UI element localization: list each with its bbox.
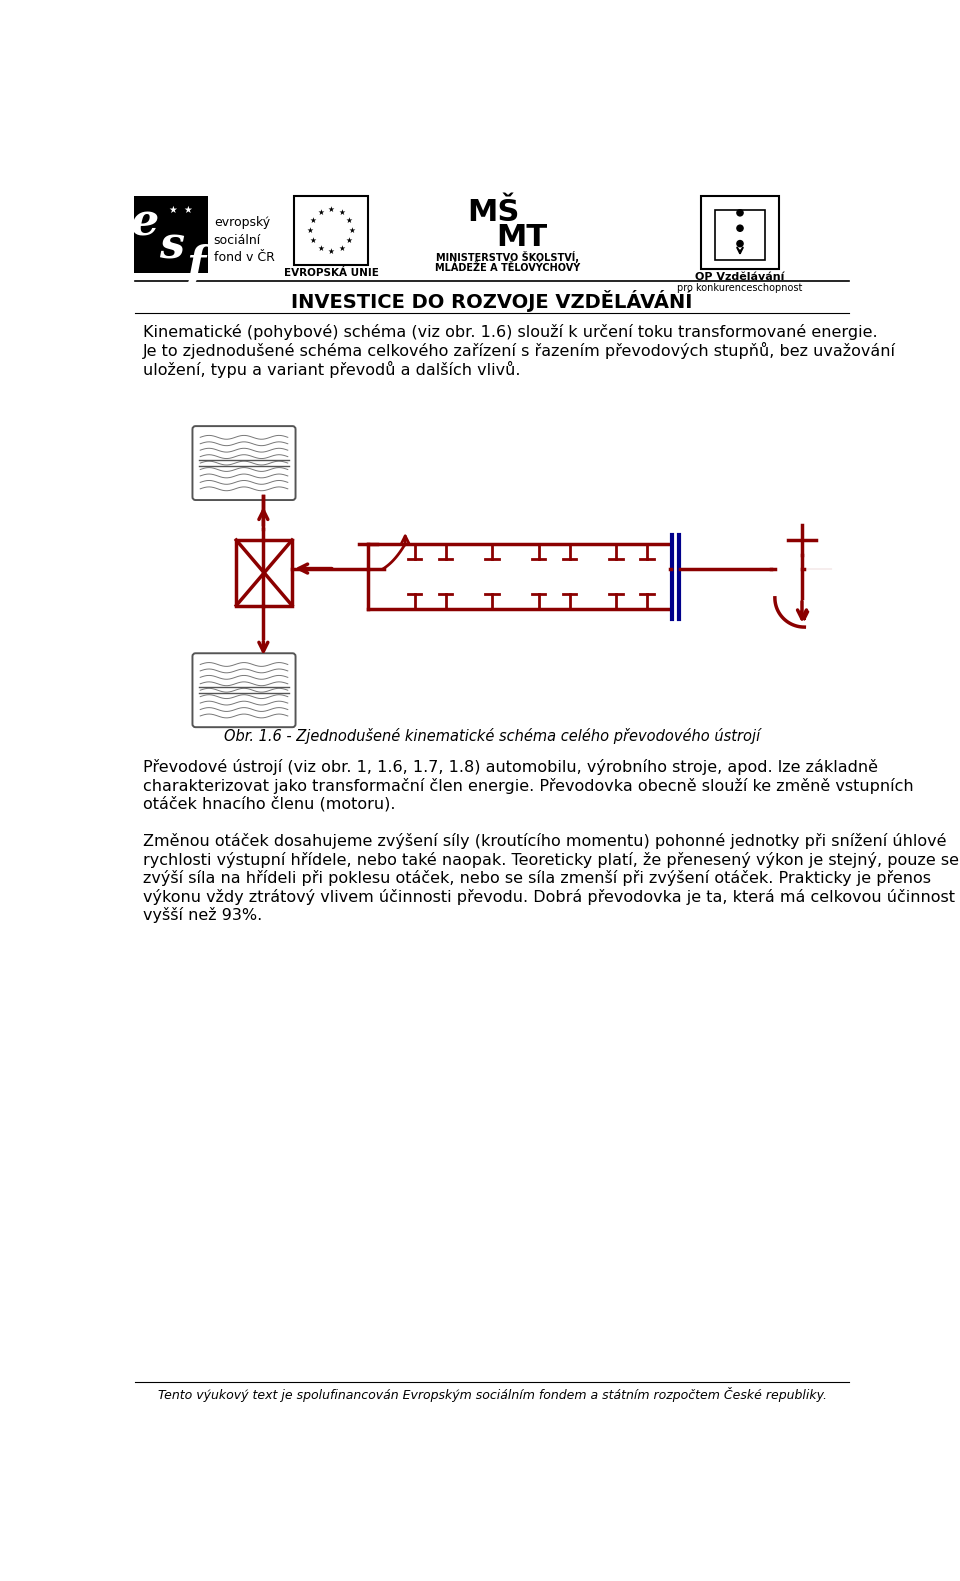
Text: Kinematické (pohybové) schéma (viz obr. 1.6) slouží k určení toku transformované: Kinematické (pohybové) schéma (viz obr. … <box>143 324 877 340</box>
Text: ★: ★ <box>346 237 352 245</box>
Text: s: s <box>158 225 183 267</box>
Text: EVROPSKÁ UNIE: EVROPSKÁ UNIE <box>284 267 378 278</box>
Text: ★: ★ <box>327 247 335 256</box>
Text: ★: ★ <box>310 215 317 225</box>
Text: Tento výukový text je spolufinancován Evropským sociálním fondem a státním rozpo: Tento výukový text je spolufinancován Ev… <box>157 1387 827 1402</box>
FancyBboxPatch shape <box>192 653 296 727</box>
Text: f: f <box>186 243 205 286</box>
Text: MT: MT <box>496 223 547 251</box>
Text: sociální: sociální <box>214 234 261 247</box>
Circle shape <box>737 240 743 247</box>
Text: ★: ★ <box>318 243 324 253</box>
Text: rychlosti výstupní hřídele, nebo také naopak. Teoreticky platí, že přenesený výk: rychlosti výstupní hřídele, nebo také na… <box>143 852 959 868</box>
Text: ★: ★ <box>307 226 314 236</box>
Text: Je to zjednodušené schéma celkového zařízení s řazením převodových stupňů, bez u: Je to zjednodušené schéma celkového zaří… <box>143 341 897 359</box>
Text: ★: ★ <box>318 209 324 217</box>
Text: INVESTICE DO ROZVOJE VZDĚLÁVÁNÍ: INVESTICE DO ROZVOJE VZDĚLÁVÁNÍ <box>291 291 693 313</box>
Text: Převodové ústrojí (viz obr. 1, 1.6, 1.7, 1.8) automobilu, výrobního stroje, apod: Převodové ústrojí (viz obr. 1, 1.6, 1.7,… <box>143 759 878 775</box>
Text: evropský: evropský <box>214 217 270 229</box>
Text: pro konkurenceschopnost: pro konkurenceschopnost <box>678 283 803 292</box>
Text: ★: ★ <box>327 206 335 215</box>
FancyBboxPatch shape <box>192 427 296 500</box>
Circle shape <box>737 225 743 231</box>
Text: ★: ★ <box>346 215 352 225</box>
Text: Obr. 1.6 - Zjednodušené kinematické schéma celého převodového ústrojí: Obr. 1.6 - Zjednodušené kinematické sché… <box>224 729 760 745</box>
Text: zvýší síla na hřídeli při poklesu otáček, nebo se síla zmenší při zvýšení otáček: zvýší síla na hřídeli při poklesu otáček… <box>143 870 931 885</box>
Text: fond v ČR: fond v ČR <box>214 251 275 264</box>
Bar <box>236 541 292 606</box>
Text: e: e <box>131 201 159 245</box>
Text: ★: ★ <box>338 209 345 217</box>
Text: ★  ★: ★ ★ <box>169 206 192 215</box>
Bar <box>701 196 779 269</box>
Bar <box>134 196 207 274</box>
Text: OP Vzdělávání: OP Vzdělávání <box>695 272 784 281</box>
Text: ★: ★ <box>338 243 345 253</box>
Text: MŠ: MŠ <box>468 198 519 228</box>
Circle shape <box>737 210 743 217</box>
Bar <box>295 196 368 266</box>
Text: ★: ★ <box>310 237 317 245</box>
Text: MLÁDEŽE A TĚLOVÝCHOVY: MLÁDEŽE A TĚLOVÝCHOVY <box>435 264 580 274</box>
Text: otáček hnacího členu (motoru).: otáček hnacího členu (motoru). <box>143 797 396 813</box>
Text: uložení, typu a variant převodů a dalších vlivů.: uložení, typu a variant převodů a dalšíc… <box>143 360 520 378</box>
Text: vyšší než 93%.: vyšší než 93%. <box>143 907 262 923</box>
Text: charakterizovat jako transformační člen energie. Převodovka obecně slouží ke změ: charakterizovat jako transformační člen … <box>143 778 914 794</box>
Text: MINISTERSTVO ŠKOLSTVÍ,: MINISTERSTVO ŠKOLSTVÍ, <box>436 251 579 264</box>
Text: ★: ★ <box>348 226 355 236</box>
Text: výkonu vždy ztrátový vlivem účinnosti převodu. Dobrá převodovka je ta, která má : výkonu vždy ztrátový vlivem účinnosti př… <box>143 889 955 904</box>
Text: Změnou otáček dosahujeme zvýšení síly (kroutícího momentu) pohonné jednotky při : Změnou otáček dosahujeme zvýšení síly (k… <box>143 833 947 849</box>
Bar <box>715 210 765 259</box>
